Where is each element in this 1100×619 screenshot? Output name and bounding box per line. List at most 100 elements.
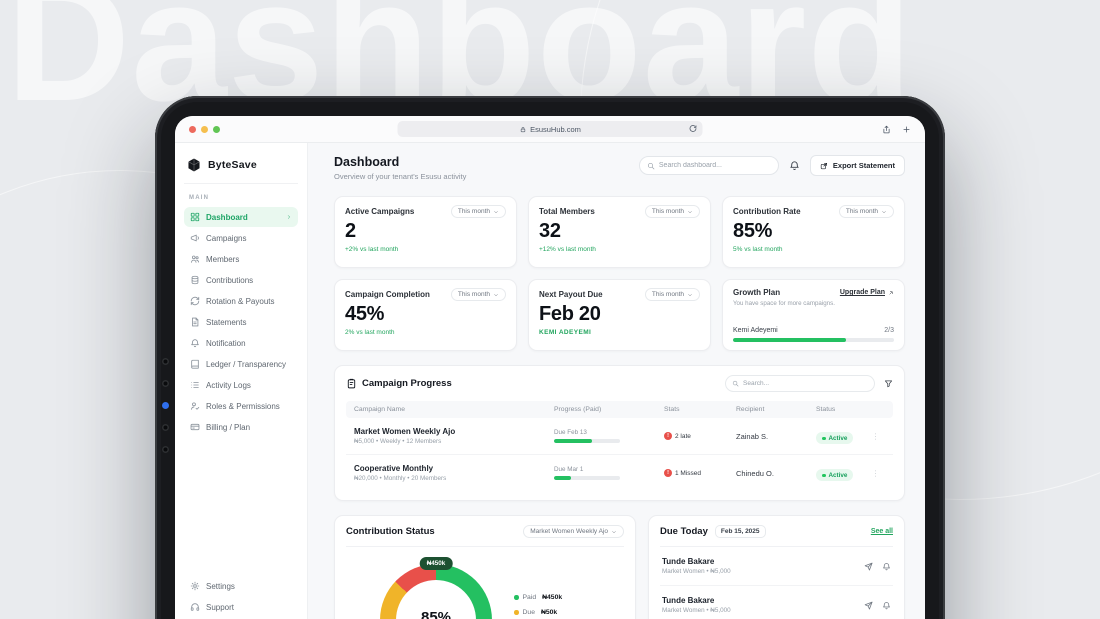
campaign-recipient: Zainab S. <box>736 431 769 441</box>
stat-period-filter[interactable]: This month <box>644 288 700 301</box>
due-member-meta: Market Women • ₦5,000 <box>662 607 731 614</box>
brand-name: ByteSave <box>208 159 257 171</box>
due-member-meta: Market Women • ₦5,000 <box>662 568 731 575</box>
dashboard-search-input[interactable] <box>658 162 771 169</box>
stat-value: 32 <box>539 220 561 242</box>
campaign-progress-bar <box>554 439 620 443</box>
sidebar: ByteSave MAIN Dashboard Campaigns Member… <box>175 143 308 619</box>
export-statement-label: Export Statement <box>832 161 895 170</box>
tablet-side-button <box>162 446 169 453</box>
campaign-search-input[interactable] <box>743 380 868 387</box>
stat-card-campaign-completion: Campaign Completion This month 45% 2% vs… <box>334 279 517 351</box>
table-row[interactable]: Cooperative Monthly ₦20,000 • Monthly • … <box>346 455 893 491</box>
headset-icon <box>190 602 200 612</box>
dashboard-search[interactable] <box>638 156 779 175</box>
stats-grid: Active Campaigns This month 2 +2% vs las… <box>334 196 905 351</box>
sidebar-item-contributions[interactable]: Contributions <box>184 270 298 290</box>
due-list-item[interactable]: Tunde Bakare Market Women • ₦5,000 <box>660 586 893 619</box>
sidebar-item-settings[interactable]: Settings <box>184 576 298 596</box>
bell-icon[interactable] <box>882 601 891 610</box>
sidebar-item-campaigns[interactable]: Campaigns <box>184 228 298 248</box>
sidebar-item-notification[interactable]: Notification <box>184 333 298 353</box>
filter-button[interactable] <box>884 379 893 388</box>
tablet-side-button <box>162 402 169 409</box>
stat-period-filter[interactable]: This month <box>644 205 700 218</box>
rotate-icon <box>190 296 200 306</box>
stat-period-filter[interactable]: This month <box>450 288 506 301</box>
sidebar-item-activity-logs[interactable]: Activity Logs <box>184 375 298 395</box>
sidebar-item-label: Campaigns <box>206 233 247 243</box>
sidebar-item-label: Roles & Permissions <box>206 401 280 411</box>
search-icon <box>732 380 739 387</box>
megaphone-icon <box>190 233 200 243</box>
maximize-window-button[interactable] <box>213 125 220 133</box>
contribution-donut-chart: ₦450k 85% COLLECTED <box>380 557 492 619</box>
due-today-date-badge: Feb 15, 2025 <box>714 525 766 538</box>
growth-plan-count: 2/3 <box>884 327 894 334</box>
due-list-item[interactable]: Tunde Bakare Market Women • ₦5,000 <box>660 547 893 586</box>
stat-value: 45% <box>345 303 385 325</box>
send-reminder-icon[interactable] <box>864 562 873 571</box>
campaign-meta: ₦5,000 • Weekly • 12 Members <box>354 438 442 445</box>
growth-plan-note: You have space for more campaigns. <box>733 300 835 307</box>
sidebar-item-dashboard[interactable]: Dashboard <box>184 207 298 227</box>
stat-delta: 5% vs last month <box>733 246 783 253</box>
sidebar-item-ledger-transparency[interactable]: Ledger / Transparency <box>184 354 298 374</box>
tablet-side-button <box>162 424 169 431</box>
send-reminder-icon[interactable] <box>864 601 873 610</box>
sidebar-item-label: Dashboard <box>206 212 248 222</box>
see-all-link[interactable]: See all <box>870 528 893 535</box>
donut-legend: Paid ₦450k Due ₦50k La <box>514 594 562 619</box>
url-text: EsusuHub.com <box>530 124 581 134</box>
row-menu-button[interactable] <box>871 469 885 478</box>
search-icon <box>647 162 655 170</box>
stat-title: Active Campaigns <box>345 207 415 216</box>
share-icon[interactable] <box>882 125 891 134</box>
brand-logo[interactable]: ByteSave <box>184 155 298 184</box>
stat-title: Contribution Rate <box>733 207 801 216</box>
stat-delta: 2% vs last month <box>345 329 395 336</box>
legend-dot-icon <box>514 610 519 615</box>
stat-period-filter[interactable]: This month <box>450 205 506 218</box>
due-member-name: Tunde Bakare <box>662 596 715 605</box>
table-row[interactable]: Market Women Weekly Ajo ₦5,000 • Weekly … <box>346 418 893 455</box>
campaign-search[interactable] <box>725 375 875 392</box>
sidebar-item-label: Rotation & Payouts <box>206 296 275 306</box>
tablet-side-button <box>162 380 169 387</box>
campaign-name: Cooperative Monthly <box>354 464 434 473</box>
alert-dot-icon <box>664 432 672 440</box>
growth-plan-owner: Kemi Adeyemi <box>733 327 778 334</box>
growth-plan-title: Growth Plan <box>733 288 781 297</box>
growth-progress-bar <box>733 338 894 342</box>
upgrade-plan-link[interactable]: Upgrade Plan <box>840 289 894 296</box>
sidebar-item-label: Ledger / Transparency <box>206 359 287 369</box>
chevron-down-icon <box>493 209 499 215</box>
contribution-campaign-filter[interactable]: Market Women Weekly Ajo <box>523 525 624 538</box>
sidebar-item-statements[interactable]: Statements <box>184 312 298 332</box>
sidebar-item-support[interactable]: Support <box>184 597 298 617</box>
minimize-window-button[interactable] <box>201 125 208 133</box>
page-header: Dashboard Overview of your tenant's Esus… <box>334 155 905 181</box>
sidebar-footer: Settings Support <box>184 576 298 619</box>
export-statement-button[interactable]: Export Statement <box>809 155 905 176</box>
contribution-status-title: Contribution Status <box>346 526 435 537</box>
stat-value: 85% <box>733 220 773 242</box>
sidebar-item-members[interactable]: Members <box>184 249 298 269</box>
row-menu-button[interactable] <box>871 432 885 441</box>
missed-flag: 1 Missed <box>664 469 736 477</box>
close-window-button[interactable] <box>189 125 196 133</box>
sidebar-item-billing-plan[interactable]: Billing / Plan <box>184 417 298 437</box>
tablet-frame: EsusuHub.com ByteSave MAIN Dashboard <box>155 96 945 619</box>
address-bar[interactable]: EsusuHub.com <box>397 121 703 137</box>
sidebar-item-roles-permissions[interactable]: Roles & Permissions <box>184 396 298 416</box>
alert-dot-icon <box>664 469 672 477</box>
bell-icon[interactable] <box>882 562 891 571</box>
new-tab-icon[interactable] <box>902 125 911 134</box>
stat-period-filter[interactable]: This month <box>838 205 894 218</box>
tablet-side-button <box>162 358 169 365</box>
notifications-button[interactable] <box>789 160 800 171</box>
page-title: Dashboard <box>334 155 400 169</box>
sidebar-item-label: Notification <box>206 338 246 348</box>
reload-icon[interactable] <box>689 124 698 133</box>
sidebar-item-rotation-payouts[interactable]: Rotation & Payouts <box>184 291 298 311</box>
